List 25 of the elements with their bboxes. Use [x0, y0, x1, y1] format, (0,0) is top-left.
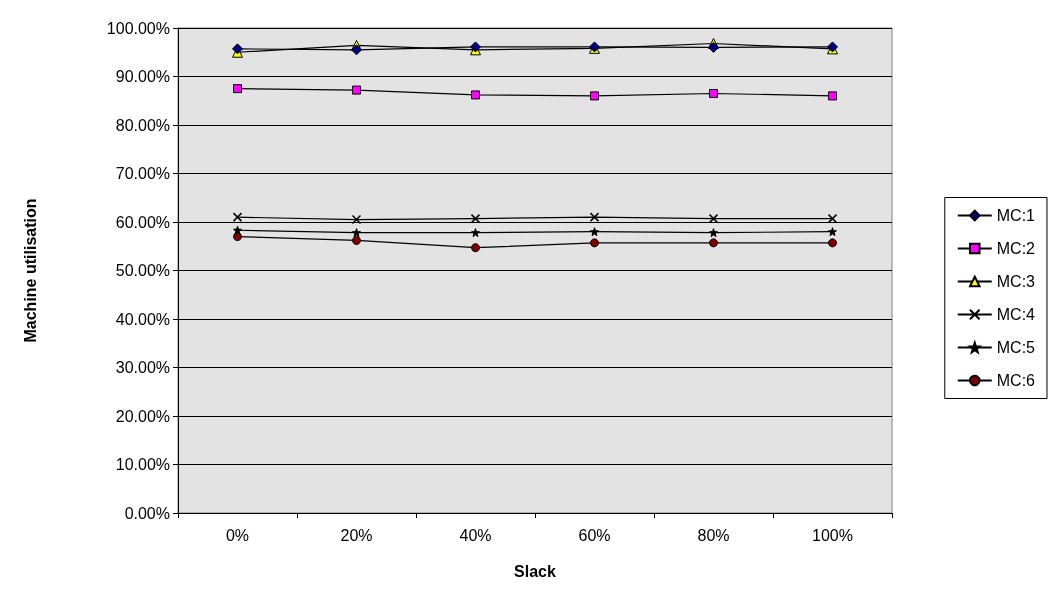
y-tick-label: 90.00% [115, 68, 170, 85]
x-axis-title: Slack [514, 562, 557, 580]
x-tick-label: 0% [225, 526, 250, 544]
legend-label: MC:1 [996, 207, 1036, 224]
x-tick-label: 40% [459, 526, 492, 544]
x-tick-label: 20% [340, 526, 373, 544]
legend-label: MC:6 [996, 372, 1036, 389]
y-tick-label: 100.00% [106, 19, 170, 37]
legend-label: MC:3 [996, 273, 1036, 290]
y-tick-label: 30.00% [115, 359, 170, 376]
y-tick-label: 40.00% [115, 310, 170, 328]
y-tick-label: 70.00% [115, 165, 170, 182]
x-tick-label: 80% [697, 526, 730, 544]
y-tick-label: 60.00% [115, 213, 170, 231]
y-tick-label: 50.00% [115, 262, 170, 279]
x-tick-label: 100% [812, 526, 853, 544]
x-tick-label: 60% [578, 526, 611, 544]
legend-label: MC:4 [996, 306, 1036, 323]
y-tick-label: 10.00% [115, 456, 170, 473]
y-tick-label: 80.00% [115, 116, 170, 134]
y-axis-title: Machine utilisation [21, 198, 39, 343]
legend-label: MC:2 [996, 240, 1036, 257]
y-tick-label: 20.00% [115, 407, 170, 425]
legend-label: MC:5 [996, 339, 1036, 356]
y-tick-label: 0.00% [124, 504, 170, 522]
